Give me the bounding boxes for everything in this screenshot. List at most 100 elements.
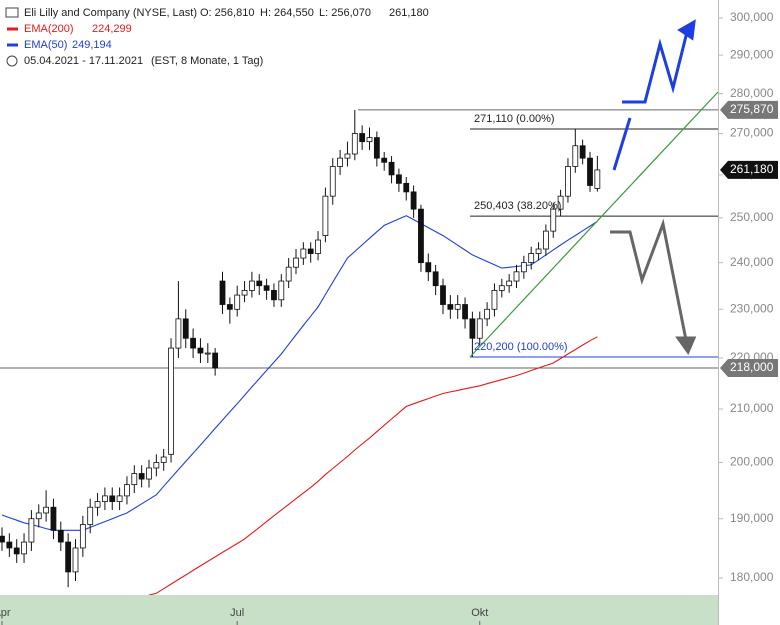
candle-body [248, 280, 255, 291]
scenario-up-arrow [612, 19, 696, 171]
candle-body [102, 495, 108, 502]
candle-body [344, 153, 351, 159]
candle-body [484, 308, 491, 320]
candle-body [226, 304, 233, 310]
x-tick-label: Jul [230, 607, 244, 619]
candle-body [175, 318, 182, 349]
candle-body [21, 541, 27, 555]
fib-label: 220,200 (100.00%) [474, 341, 568, 353]
legend-label: EMA(50) [24, 39, 67, 51]
candle-body [543, 230, 549, 250]
ohlc-low: L: 256,070 [319, 7, 371, 19]
candle-body [462, 304, 468, 320]
price-label-box [720, 100, 778, 119]
candle-body [535, 248, 542, 254]
price-label: 275,870 [730, 102, 774, 116]
candle-body [278, 280, 285, 301]
candle-body [131, 473, 138, 486]
ohlc-last: 261,180 [389, 7, 429, 19]
candle-body [0, 535, 5, 543]
candle-body [241, 289, 248, 296]
price-label-box [720, 160, 778, 179]
price-label-box [720, 359, 778, 378]
candle-body [322, 195, 329, 236]
candle-body [403, 182, 410, 193]
x-tick-label: Okt [471, 607, 488, 619]
candle-body [72, 547, 79, 573]
legend-label: EMA(200) [24, 23, 74, 35]
candle-body [520, 262, 527, 273]
candle-body [315, 239, 321, 254]
candle-body [197, 347, 204, 354]
candle-body [373, 137, 380, 159]
candle-body [293, 257, 299, 268]
candle-body [256, 280, 263, 287]
candle-body [109, 495, 116, 502]
candle-body [271, 289, 277, 301]
candle-body [153, 462, 160, 469]
y-tick-label: 270,000 [730, 126, 774, 140]
candle-body [506, 280, 513, 287]
candle-body [388, 161, 395, 176]
candle-body [329, 166, 336, 197]
candle-body [366, 137, 373, 143]
candle-body [138, 473, 145, 480]
candle-body [35, 512, 42, 520]
candle-body [79, 524, 86, 549]
candle-body [190, 337, 197, 349]
header: Eli Lilly and Company (NYSE, Last) O: 25… [5, 7, 429, 67]
period-note: (EST, 8 Monate, 1 Tag) [151, 55, 263, 67]
candle-body [528, 253, 535, 264]
y-tick-label: 200,000 [730, 455, 774, 469]
candle-body [454, 304, 461, 310]
clock-icon [6, 55, 18, 67]
legend-value: 224,299 [92, 23, 132, 35]
candle-body [50, 506, 57, 531]
candle-body [234, 294, 241, 310]
candle-body [168, 347, 174, 455]
candle-body [513, 271, 520, 282]
y-tick-label: 300,000 [730, 10, 774, 24]
candle-body [550, 208, 557, 232]
candle-body [381, 157, 388, 163]
candle-body [476, 318, 483, 339]
candle-body [395, 174, 402, 184]
candle-body [498, 285, 505, 291]
candle-body [57, 529, 64, 543]
candle-body [491, 289, 498, 310]
candle-body [146, 467, 152, 480]
candle-body [565, 166, 571, 197]
candle-body [432, 271, 439, 287]
ohlc-high: H: 264,550 [260, 7, 314, 19]
candle-body [87, 506, 94, 525]
candle-body [28, 518, 35, 543]
y-tick-label: 240,000 [730, 255, 774, 269]
period: 05.04.2021 - 17.11.2021 [24, 55, 143, 67]
candle-body [160, 456, 167, 463]
candle-body [425, 262, 432, 273]
y-tick-label: 250,000 [730, 210, 774, 224]
candle-body [116, 495, 123, 502]
candle-body [418, 208, 424, 264]
y-tick-label: 230,000 [730, 301, 774, 315]
candle-body [182, 318, 189, 339]
y-tick-label: 290,000 [730, 47, 774, 61]
x-axis-band [0, 595, 718, 625]
trend-line [469, 91, 719, 358]
chart-icon [5, 7, 19, 18]
price-label: 218,000 [730, 360, 774, 374]
y-tick-label: 280,000 [730, 86, 774, 100]
candle-body [43, 506, 49, 514]
candle-body [6, 541, 13, 549]
ema-line [147, 336, 598, 595]
candle-body [65, 541, 72, 573]
ohlc-open: O: 256,810 [200, 7, 254, 19]
chart-title: Eli Lilly and Company (NYSE, Last) [24, 7, 197, 19]
candle-body [359, 133, 366, 143]
candle-body [219, 280, 226, 305]
candle-body [204, 352, 211, 355]
candle-body [285, 266, 292, 282]
candle-body [13, 547, 20, 555]
candle-body [94, 501, 101, 508]
